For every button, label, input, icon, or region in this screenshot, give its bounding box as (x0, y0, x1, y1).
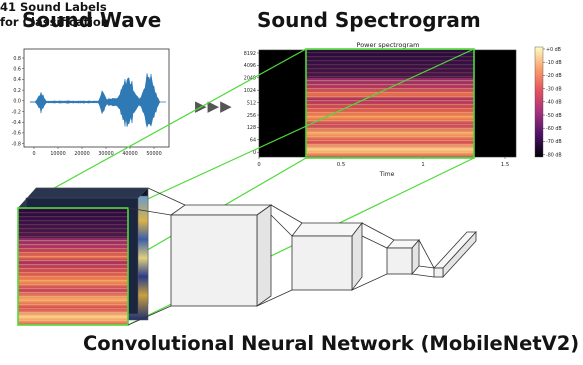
waveform-y-tick-label: -0.6 (12, 131, 21, 137)
spectrogram-y-tick-label: 8192 (244, 51, 256, 57)
cnn-box1-side (256, 204, 272, 307)
colorbar-tick-label: -70 dB (546, 139, 562, 145)
waveform-x-tick-label: 50000 (146, 151, 161, 157)
cnn-box2-top (291, 222, 363, 237)
spectrogram-x-tick-label: 1.5 (501, 162, 509, 168)
waveform-y-tick-label: -0.8 (12, 141, 21, 147)
spectrogram-y-tick-label: 2048 (244, 76, 256, 82)
sound-wave-title: Sound Wave (22, 8, 162, 32)
waveform-y-tick-label: 0.6 (13, 67, 21, 73)
cnn-box1-top (169, 204, 273, 216)
waveform-x-tick-label: 20000 (74, 151, 89, 157)
cnn-output-front (433, 267, 444, 278)
cnn-connectors (127, 187, 435, 326)
colorbar-tick-label: +0 dB (546, 47, 561, 53)
colorbar-tick-label: -30 dB (546, 86, 562, 92)
colorbar-tick-label: -50 dB (546, 113, 562, 119)
colorbar-tick-label: -40 dB (546, 100, 562, 106)
spectrogram-y-tick-label: 512 (247, 100, 256, 106)
waveform-signal (30, 73, 166, 129)
waveform-y-tick-label: 0.4 (13, 77, 21, 83)
cnn-box1-front (170, 214, 258, 307)
input-feature-stack (17, 187, 149, 326)
colorbar (534, 46, 544, 158)
crop-rectangle (305, 48, 475, 159)
spectrogram-y-tick-label: 128 (247, 125, 256, 131)
colorbar-ticks: +0 dB -10 dB -20 dB -30 dB -40 dB -50 dB -60 d… (543, 47, 562, 158)
waveform-y-tick-label: 0.2 (13, 88, 21, 94)
spectrogram-y-tick-label: 64 (250, 138, 256, 144)
arrows-icon: ▶▶▶ (195, 97, 233, 115)
waveform-y-tick-label: 0.8 (13, 56, 21, 62)
spectrogram-y-tick-label: 4096 (244, 63, 256, 69)
spectrogram-xlabel: Time (379, 171, 395, 178)
output-labels-line1: 41 Sound Labels (0, 0, 107, 14)
spectrogram-y-tick-label: 0 (253, 150, 256, 156)
spectrogram-y-tick-label: 256 (247, 113, 256, 119)
spectrogram-y-tick-label: 1024 (244, 88, 256, 94)
spectrogram-title: Power spectrogram (357, 41, 420, 49)
cnn-layers (169, 204, 477, 307)
waveform-x-tick-label: 10000 (50, 151, 65, 157)
waveform-y-tick-label: 0.0 (13, 99, 21, 105)
spectrogram-high-freq (306, 50, 474, 78)
spectrogram-frame (258, 49, 517, 158)
colorbar-tick-label: -80 dB (546, 152, 562, 158)
waveform-x-tick-label: 30000 (98, 151, 113, 157)
waveform-y-tick-label: -0.2 (12, 109, 21, 115)
waveform-x-tick-label: 40000 (122, 151, 137, 157)
cnn-box2-front (291, 235, 353, 291)
waveform-y-ticks: 0.8 0.6 0.4 0.2 0.0 -0.2 -0.4 -0.6 -0.8 (12, 56, 24, 147)
spectrogram-x-tick-label: 1 (421, 162, 424, 168)
waveform-x-ticks: 0 10000 20000 30000 40000 50000 (32, 147, 162, 157)
output-labels-line2: for Classification (0, 15, 109, 29)
stack-front-high-freq (18, 208, 128, 238)
cnn-title: Convolutional Neural Network (MobileNetV… (83, 332, 580, 355)
spectrogram-x-tick-label: 0.5 (337, 162, 345, 168)
sound-spectrogram-title: Sound Spectrogram (257, 8, 481, 32)
colorbar-tick-label: -60 dB (546, 126, 562, 132)
colorbar-tick-label: -10 dB (546, 60, 562, 66)
spectrogram-y-ticks: 8192 4096 2048 1024 512 256 128 64 0 (244, 51, 259, 156)
waveform-x-tick-label: 0 (32, 151, 35, 157)
output-labels-text: 41 Sound Labels for Classification (0, 0, 583, 30)
colorbar-tick-label: -20 dB (546, 73, 562, 79)
spectrogram-x-tick-label: 0 (257, 162, 260, 168)
waveform-plot: 0.8 0.6 0.4 0.2 0.0 -0.2 -0.4 -0.6 -0.8 0 10000 20… (12, 48, 170, 157)
waveform-y-tick-label: -0.4 (12, 120, 21, 126)
spectrogram-plot: Power spectrogram 8192 4096 2048 1024 512 256… (244, 41, 562, 178)
stack-front-frame (17, 207, 129, 326)
cnn-box3-front (386, 247, 413, 275)
